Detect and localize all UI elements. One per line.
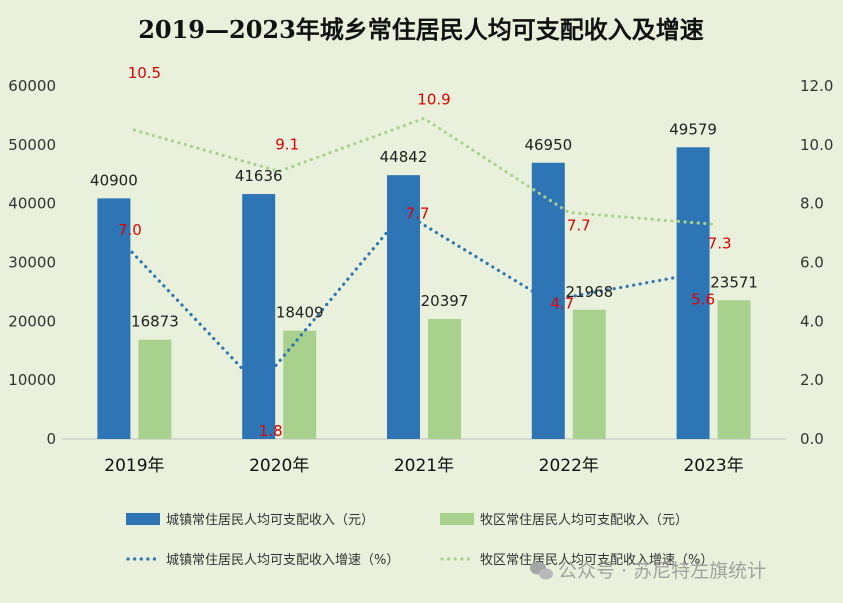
urban-rate-label: 7.0: [118, 221, 142, 239]
urban-rate-label: 7.7: [406, 204, 430, 222]
legend-label: 牧区常住居民人均可支配收入（元）: [480, 513, 688, 528]
watermark-text: 公众号 · 苏尼特左旗统计: [558, 560, 766, 582]
category-label: 2023年: [683, 456, 743, 476]
urban-income-bar: [242, 194, 276, 439]
category-labels: 2019年 2020年 2021年 2022年 2023年: [104, 456, 743, 476]
pastoral-income-bar: [717, 300, 751, 439]
pastoral-rate-label: 10.5: [128, 64, 161, 82]
pastoral-income-bar: [138, 339, 172, 439]
right-tick-label: 4.0: [800, 312, 824, 330]
legend-label: 城镇常住居民人均可支配收入（元）: [166, 513, 374, 528]
left-tick-label: 30000: [8, 254, 56, 272]
pastoral-income-label: 23571: [710, 273, 758, 291]
urban-income-bar: [97, 198, 131, 439]
chart-title: 2019—2023年城乡常住居民人均可支配收入及增速: [138, 15, 704, 44]
urban-income-label: 49579: [669, 120, 717, 138]
category-label: 2020年: [249, 456, 309, 476]
urban-income-label: 40900: [90, 171, 138, 189]
right-tick-label: 12.0: [800, 77, 833, 95]
pastoral-income-label: 20397: [421, 292, 469, 310]
urban-income-label: 44842: [380, 148, 428, 166]
legend-label: 城镇常住居民人均可支配收入增速（%）: [166, 553, 399, 568]
pastoral-rate-label: 10.9: [417, 90, 450, 108]
pastoral-income-label: 21968: [565, 283, 613, 301]
right-axis-ticks: 0.0 2.0 4.0 6.0 8.0 10.0 12.0: [800, 77, 833, 448]
pastoral-income-bar: [283, 330, 317, 439]
urban-rate-label: 4.7: [550, 295, 574, 313]
urban-income-bar: [676, 147, 710, 439]
urban-rate-label: 5.6: [691, 290, 715, 308]
data-labels: 40900 16873 41636 18409 44842 20397 46950 21968…: [90, 64, 758, 440]
pastoral-income-label: 16873: [131, 313, 179, 331]
pastoral-rate-label: 7.7: [567, 216, 591, 234]
right-tick-label: 2.0: [800, 371, 824, 389]
category-label: 2022年: [539, 456, 599, 476]
bars-layer: [97, 147, 751, 439]
right-tick-label: 6.0: [800, 254, 824, 272]
urban-income-label: 41636: [235, 167, 283, 185]
wechat-icon: [530, 561, 553, 580]
left-tick-label: 10000: [8, 371, 56, 389]
category-label: 2019年: [104, 456, 164, 476]
pastoral-growth-line: [132, 116, 716, 226]
right-tick-label: 10.0: [800, 136, 833, 154]
lines-layer: [112, 116, 716, 389]
right-tick-label: 0.0: [800, 430, 824, 448]
watermark: 公众号 · 苏尼特左旗统计: [530, 560, 766, 582]
urban-rate-label: 1.8: [259, 422, 283, 440]
pastoral-income-label: 18409: [276, 304, 324, 322]
urban-growth-line: [112, 210, 695, 389]
left-tick-label: 20000: [8, 312, 56, 330]
urban-income-label: 46950: [524, 136, 572, 154]
pastoral-rate-label: 9.1: [275, 135, 299, 153]
pastoral-income-bar: [428, 318, 461, 439]
legend-swatch: [126, 513, 160, 525]
left-tick-label: 0: [46, 430, 56, 448]
pastoral-rate-label: 7.3: [708, 234, 732, 252]
left-tick-label: 60000: [8, 77, 56, 95]
pastoral-income-bar: [572, 309, 606, 439]
legend-swatch: [440, 513, 474, 525]
left-axis-ticks: 0 10000 20000 30000 40000 50000 60000: [8, 77, 56, 448]
left-tick-label: 40000: [8, 195, 56, 213]
category-label: 2021年: [394, 456, 454, 476]
right-tick-label: 8.0: [800, 195, 824, 213]
left-tick-label: 50000: [8, 136, 56, 154]
